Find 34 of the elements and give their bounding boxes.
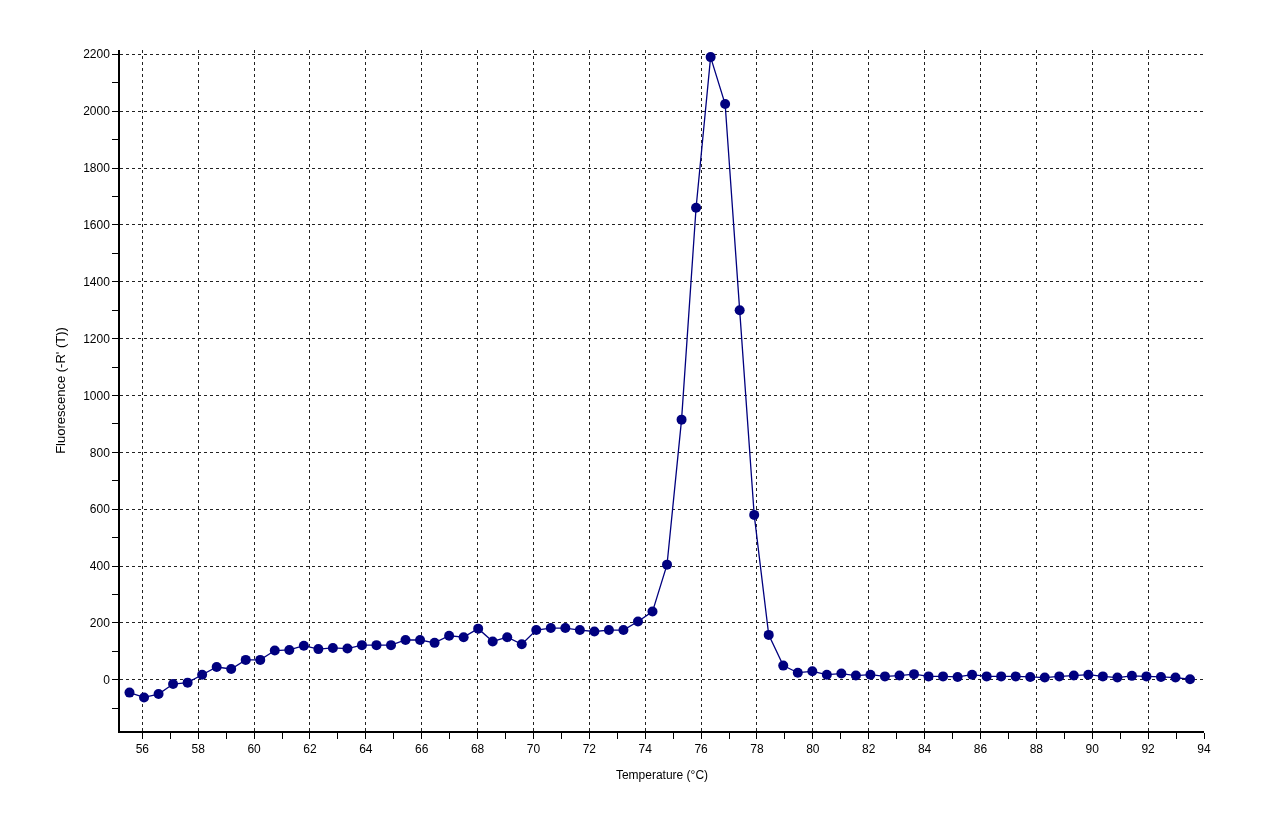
y-tick-label: 800 (89, 445, 111, 460)
x-tick-label: 60 (247, 742, 262, 757)
x-tick-label: 80 (806, 742, 820, 757)
y-tick-label: 1200 (83, 331, 111, 346)
x-tick-label: 84 (917, 742, 932, 757)
x-tick-label: 88 (1029, 742, 1044, 757)
x-tick-label: 66 (415, 742, 429, 757)
x-tick-label: 76 (694, 742, 709, 757)
x-axis-title: Temperature (°C) (615, 767, 709, 782)
y-tick-label: 1000 (83, 388, 111, 403)
x-tick-label: 94 (1197, 742, 1211, 757)
x-tick-label: 92 (1141, 742, 1156, 757)
x-tick-label: 62 (303, 742, 317, 757)
y-tick-label: 2000 (83, 104, 111, 119)
y-tick-label: 600 (89, 502, 111, 517)
y-tick-label: 200 (89, 616, 111, 631)
y-tick-label: 400 (89, 559, 111, 574)
x-tick-label: 82 (862, 742, 876, 757)
x-tick-label: 74 (638, 742, 653, 757)
y-tick-label: 0 (103, 673, 111, 688)
y-tick-label: 2200 (83, 47, 111, 62)
x-tick-label: 58 (191, 742, 206, 757)
y-tick-label: 1400 (83, 274, 111, 289)
x-tick-label: 90 (1085, 742, 1100, 757)
x-tick-label: 70 (526, 742, 541, 757)
x-tick-label: 78 (750, 742, 764, 757)
x-tick-label: 64 (359, 742, 373, 757)
y-tick-label: 1600 (83, 218, 111, 233)
x-tick-label: 56 (135, 742, 150, 757)
y-tick-label: 1800 (83, 161, 111, 176)
x-tick-label: 72 (582, 742, 597, 757)
y-axis-title: Fluorescence (-R' (T)) (52, 327, 68, 454)
x-tick-label: 86 (973, 742, 988, 757)
x-tick-label: 68 (470, 742, 485, 757)
